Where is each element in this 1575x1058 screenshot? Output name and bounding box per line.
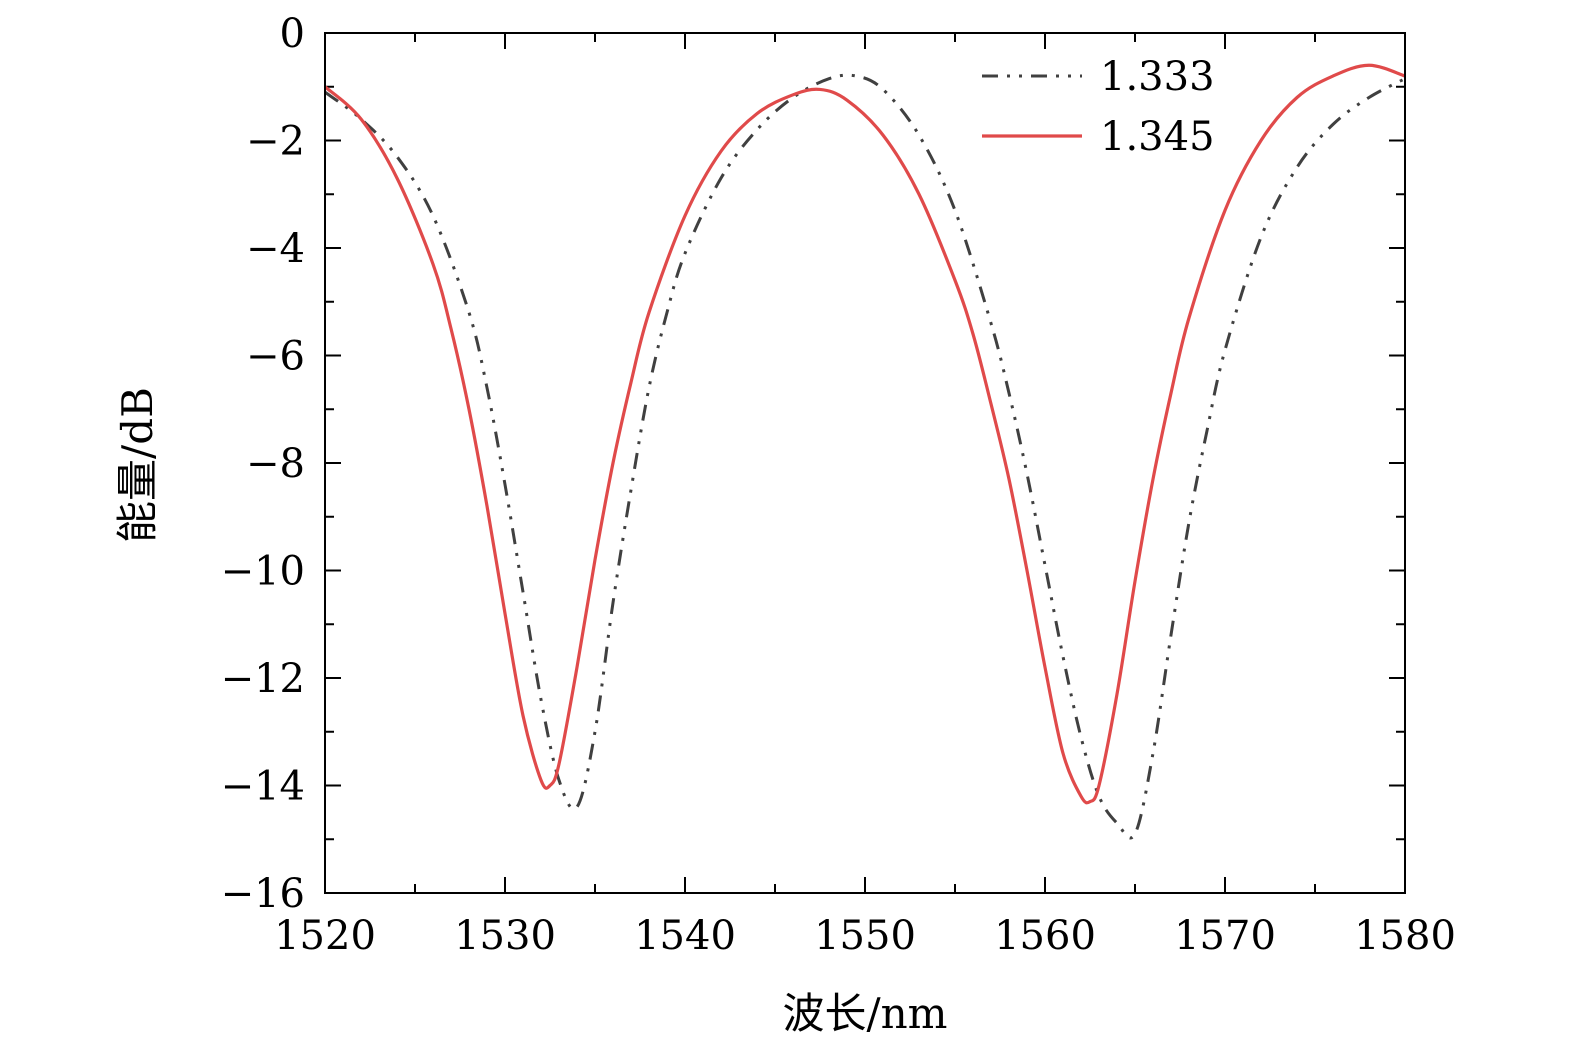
series-line-1-345 <box>323 63 1406 805</box>
y-tick-label-0: 0 <box>280 11 305 57</box>
x-tick-label-1520: 1520 <box>274 913 376 959</box>
y-tick-label--6: −6 <box>246 334 305 380</box>
y-tick-label--16: −16 <box>221 871 305 917</box>
y-tick-label--8: −8 <box>246 441 305 487</box>
x-tick-label-1540: 1540 <box>634 913 736 959</box>
y-tick-label--14: −14 <box>221 764 305 810</box>
y-tick-label--2: −2 <box>246 119 305 165</box>
axis-ticks <box>324 32 1406 894</box>
x-tick-label-1550: 1550 <box>814 913 916 959</box>
series-layer <box>323 63 1406 840</box>
plot-frame <box>324 32 1406 894</box>
legend-label-1-333: 1.333 <box>1100 54 1215 100</box>
x-axis-label: 波长/nm <box>782 989 947 1038</box>
x-tick-label-1530: 1530 <box>454 913 556 959</box>
y-tick-label--10: −10 <box>221 549 305 595</box>
legend-label-1-345: 1.345 <box>1100 114 1215 160</box>
y-tick-label--12: −12 <box>221 656 305 702</box>
x-tick-label-1580: 1580 <box>1354 913 1456 959</box>
y-tick-label--4: −4 <box>246 226 305 272</box>
legend: 1.333 1.345 <box>982 54 1215 160</box>
x-tick-label-1560: 1560 <box>994 913 1096 959</box>
tick-labels: 1520 1530 1540 1550 1560 1570 1580 0 −2 −4 −6 −8 −10… <box>221 11 1456 959</box>
y-axis-label: 能量/dB <box>113 387 162 543</box>
x-tick-label-1570: 1570 <box>1174 913 1276 959</box>
series-line-1-333 <box>324 73 1406 840</box>
